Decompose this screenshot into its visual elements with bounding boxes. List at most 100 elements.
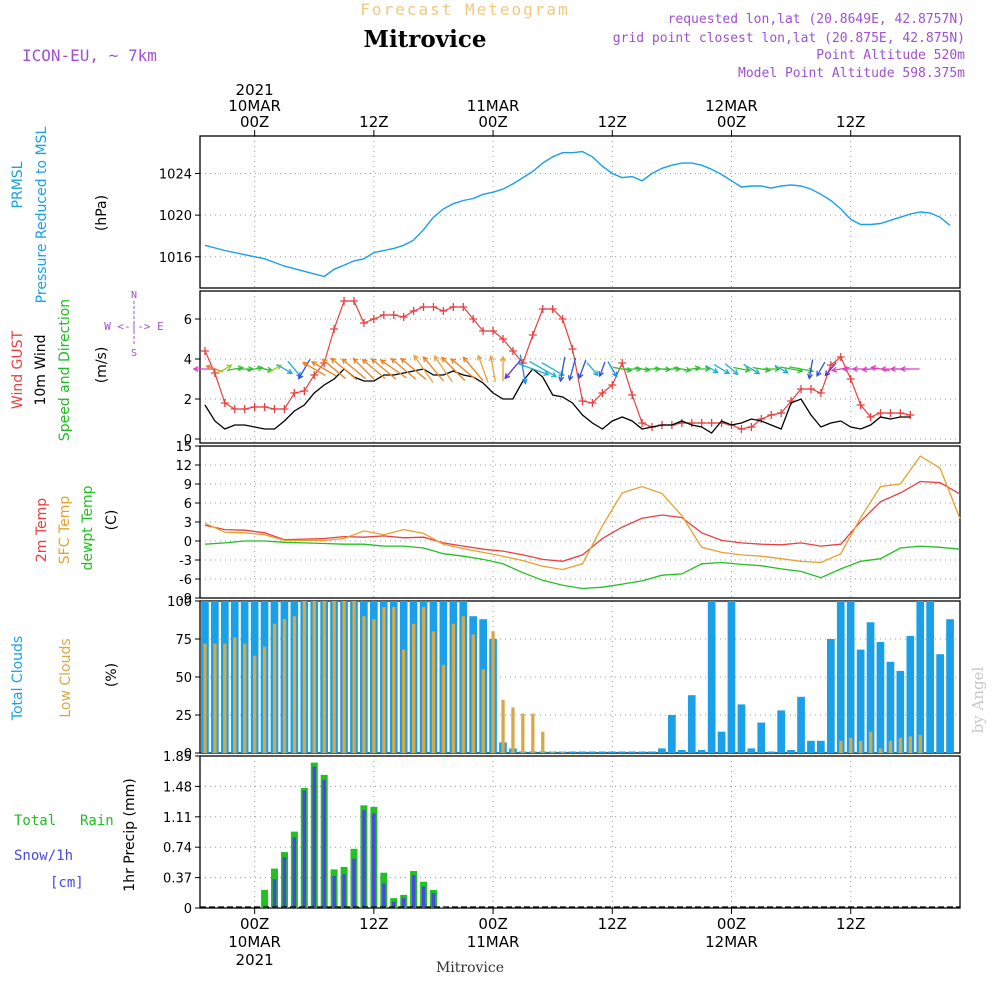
point-altitude: Point Altitude 520m (816, 48, 965, 63)
low-cloud-bar (372, 619, 376, 753)
low-cloud-bar (451, 623, 455, 753)
gust-marker (469, 315, 478, 323)
gust-marker (340, 297, 349, 305)
wind-direction-arrow (733, 366, 752, 373)
pressure-msl-label: Pressure Reduced to MSL (34, 126, 50, 303)
wind-direction-arrow (390, 357, 417, 380)
panel-precipitation: 0 0.37 0.74 1.11 1.48 1.85 (163, 750, 961, 917)
gust-marker (588, 399, 597, 407)
gust-marker (250, 403, 259, 411)
wind-direction-arrow (192, 366, 217, 372)
low-cloud-bar (282, 619, 287, 753)
y-tick-label: 50 (175, 671, 192, 686)
top-time-label: 10MAR (228, 97, 281, 115)
total-cloud-bar (568, 751, 577, 753)
low-cloud-bar (501, 699, 505, 753)
y-tick-label: 1.85 (163, 750, 192, 765)
temp-unit-label: (C) (104, 510, 120, 531)
panel-frame (199, 445, 961, 599)
gust-marker (548, 305, 557, 313)
low-cloud-bar (262, 646, 267, 753)
total-cloud-bar (648, 751, 656, 753)
cloud-labels: Total Clouds Low Clouds (%) (10, 636, 120, 721)
gust-marker (310, 371, 319, 379)
total-clouds-label: Total Clouds (10, 636, 26, 721)
gust-marker (896, 409, 905, 417)
wind-direction-arrow (519, 354, 528, 385)
cloud-unit-label: (%) (104, 663, 120, 687)
y-tick-label: 1016 (159, 251, 192, 266)
wind-direction-arrow (310, 361, 337, 377)
total-cloud-bar (866, 622, 875, 753)
dewpoint-line (204, 540, 961, 590)
low-cloud-bar (441, 664, 446, 753)
low-cloud-bar (859, 740, 863, 753)
low-cloud-bar (402, 649, 406, 753)
total-cloud-bar (747, 748, 756, 753)
gust-marker (538, 305, 547, 313)
wind-direction-arrow (462, 356, 484, 382)
wind-direction-arrow (341, 358, 367, 380)
y-tick-label: 1024 (159, 167, 192, 182)
watermark: by Angel (969, 666, 987, 733)
panel-frame (199, 135, 961, 289)
snow-bar (431, 893, 436, 908)
total-cloud-bar (717, 731, 726, 753)
low-cloud-bar (233, 637, 237, 753)
wind-speed-line (204, 368, 911, 434)
panel-pressure: 1016 1020 1024 (159, 135, 961, 289)
total-cloud-bar (896, 670, 905, 753)
top-time-label: 12Z (359, 113, 388, 131)
low-cloud-bar (302, 601, 306, 753)
wind-direction-arrow (413, 354, 434, 383)
y-tick-label: 15 (175, 440, 192, 455)
precip-unit-label: 1hr Precip (mm) (122, 778, 138, 891)
gust-marker (618, 359, 627, 367)
snow-bar (401, 898, 406, 908)
bottom-time-label: 10MAR (228, 933, 281, 951)
y-tick-label: 6 (184, 497, 192, 512)
pressure-line (204, 150, 951, 278)
top-time-label: 00Z (478, 113, 507, 131)
snow-bar (392, 901, 396, 908)
panel-frame (199, 755, 961, 909)
requested-coords: requested lon,lat (20.8649E, 42.8757N) (668, 12, 965, 27)
y-tick-label: 1020 (159, 209, 192, 224)
gust-marker (747, 423, 756, 431)
snow-bar (282, 857, 287, 908)
cloud-bars-group (201, 601, 954, 753)
low-cloud-bar (243, 643, 247, 753)
wind-direction-arrow (807, 359, 814, 380)
low-cloud-bar (888, 740, 893, 753)
total-cloud-bar (807, 740, 815, 753)
total-cloud-bar (856, 649, 865, 753)
wind-direction-arrow (816, 361, 826, 377)
snow-bar (302, 790, 307, 908)
total-cloud-bar (827, 639, 835, 753)
wind-direction-arrow (598, 361, 606, 378)
low-cloud-bar (878, 748, 883, 753)
gust-marker (260, 403, 269, 411)
gust-marker (399, 313, 408, 321)
total-cloud-bar (876, 642, 885, 753)
sfc-temp-line (204, 455, 961, 571)
wind-direction-arrow (693, 366, 711, 372)
total-cloud-bar (658, 748, 666, 753)
snow-bar (382, 883, 386, 908)
total-cloud-bar (846, 601, 855, 753)
total-cloud-bar (916, 601, 925, 753)
gust-marker (220, 399, 229, 407)
y-tick-label: -3 (179, 554, 192, 569)
snow-bar (322, 779, 326, 908)
total-cloud-bar (678, 750, 686, 753)
gust-marker (429, 303, 438, 311)
meteogram-subtitle: Forecast Meteogram (360, 0, 569, 19)
total-cloud-bar (727, 601, 736, 753)
total-cloud-bar (787, 750, 795, 753)
wind-direction-arrow (504, 359, 522, 380)
y-tick-label: 100 (167, 595, 192, 610)
precip-labels: Total Rain Snow/1h [cm] 1hr Precip (mm) (14, 778, 138, 891)
gust-marker (290, 389, 299, 397)
y-tick-label: 25 (175, 709, 192, 724)
